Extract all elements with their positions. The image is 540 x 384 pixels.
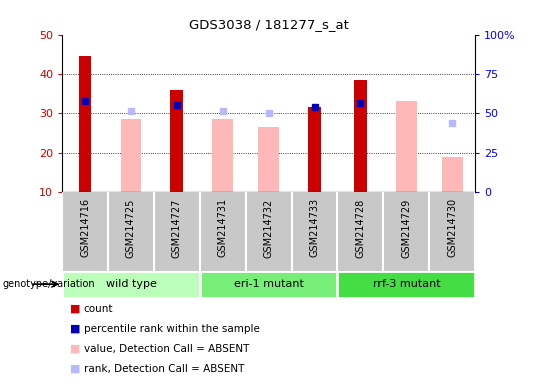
Text: ■: ■ <box>70 324 80 334</box>
Bar <box>200 271 338 298</box>
Text: wild type: wild type <box>105 279 157 289</box>
Bar <box>120 119 141 192</box>
Bar <box>171 90 183 192</box>
Text: ■: ■ <box>70 304 80 314</box>
Bar <box>396 101 417 192</box>
Text: ■: ■ <box>70 364 80 374</box>
Text: eri-1 mutant: eri-1 mutant <box>234 279 303 289</box>
Bar <box>354 80 367 192</box>
Text: percentile rank within the sample: percentile rank within the sample <box>84 324 260 334</box>
Text: count: count <box>84 304 113 314</box>
Title: GDS3038 / 181277_s_at: GDS3038 / 181277_s_at <box>188 18 349 31</box>
Text: GSM214727: GSM214727 <box>172 198 182 258</box>
Bar <box>79 56 91 192</box>
Text: rrf-3 mutant: rrf-3 mutant <box>373 279 440 289</box>
Text: genotype/variation: genotype/variation <box>3 279 96 289</box>
Text: GSM214725: GSM214725 <box>126 198 136 258</box>
Bar <box>212 119 233 192</box>
Text: rank, Detection Call = ABSENT: rank, Detection Call = ABSENT <box>84 364 244 374</box>
Text: GSM214728: GSM214728 <box>355 198 366 258</box>
Bar <box>258 127 279 192</box>
Text: value, Detection Call = ABSENT: value, Detection Call = ABSENT <box>84 344 249 354</box>
Text: ■: ■ <box>70 344 80 354</box>
Bar <box>62 271 200 298</box>
Text: GSM214716: GSM214716 <box>80 198 90 257</box>
Text: GSM214733: GSM214733 <box>309 198 320 257</box>
Bar <box>308 108 321 192</box>
Bar <box>442 157 463 192</box>
Bar <box>338 271 475 298</box>
Text: GSM214730: GSM214730 <box>447 198 457 257</box>
Text: GSM214731: GSM214731 <box>218 198 228 257</box>
Text: GSM214729: GSM214729 <box>401 198 411 258</box>
Text: GSM214732: GSM214732 <box>264 198 274 258</box>
